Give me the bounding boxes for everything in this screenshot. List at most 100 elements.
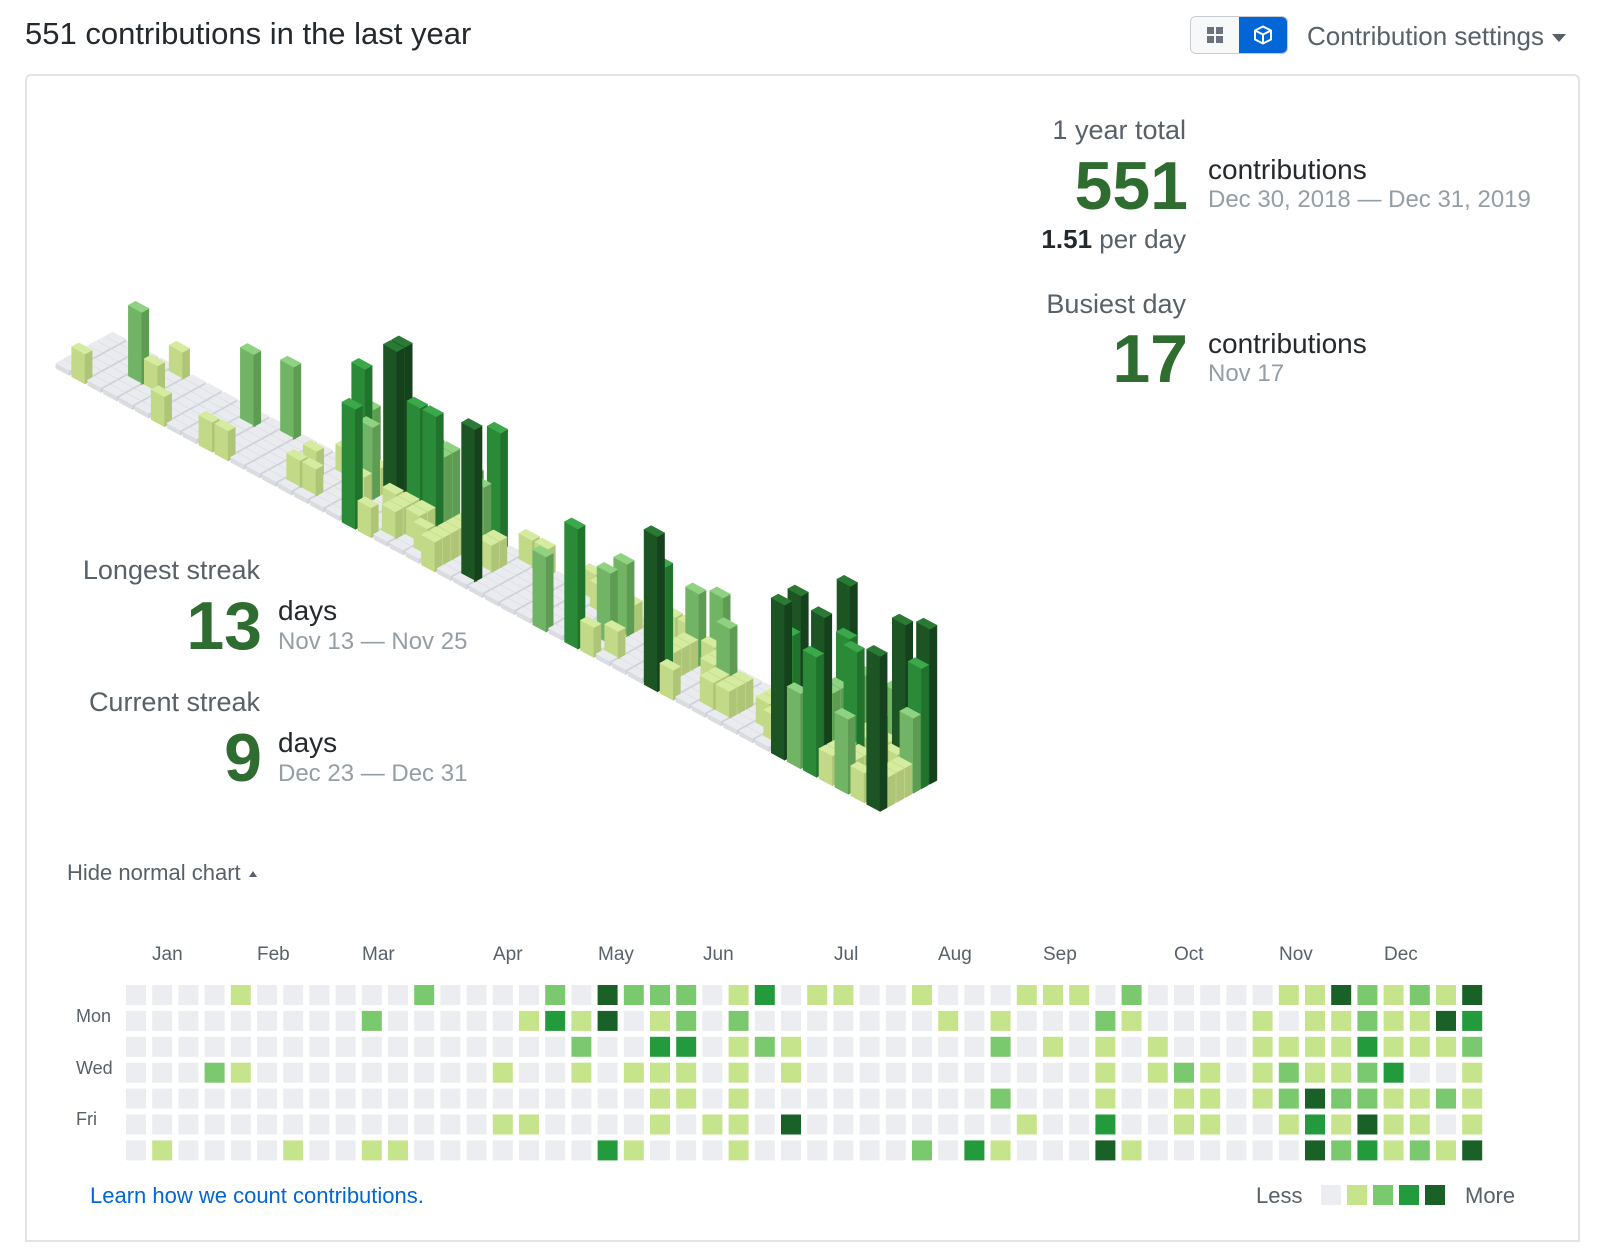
day-cell[interactable] xyxy=(1252,1062,1273,1083)
day-cell[interactable] xyxy=(152,1036,173,1057)
day-cell[interactable] xyxy=(519,985,539,1005)
day-cell[interactable] xyxy=(335,1140,356,1161)
day-cell[interactable] xyxy=(178,1088,199,1109)
day-cell[interactable] xyxy=(126,1114,146,1135)
day-cell[interactable] xyxy=(492,1114,513,1135)
day-cell[interactable] xyxy=(1409,1036,1430,1057)
day-cell[interactable] xyxy=(702,985,723,1005)
day-cell[interactable] xyxy=(519,1036,539,1057)
day-cell[interactable] xyxy=(650,1010,670,1031)
day-cell[interactable] xyxy=(833,985,854,1005)
day-cell[interactable] xyxy=(1305,1140,1325,1161)
day-cell[interactable] xyxy=(1174,1140,1194,1161)
day-cell[interactable] xyxy=(388,1088,408,1109)
day-cell[interactable] xyxy=(1357,1114,1378,1135)
day-cell[interactable] xyxy=(178,1036,199,1057)
day-cell[interactable] xyxy=(1016,1114,1037,1135)
day-cell[interactable] xyxy=(519,1114,539,1135)
day-cell[interactable] xyxy=(702,1140,723,1161)
day-cell[interactable] xyxy=(1462,1010,1483,1031)
day-cell[interactable] xyxy=(1226,985,1247,1005)
day-cell[interactable] xyxy=(623,1088,644,1109)
day-cell[interactable] xyxy=(1383,1140,1404,1161)
day-cell[interactable] xyxy=(1462,1036,1483,1057)
day-cell[interactable] xyxy=(545,1088,566,1109)
day-cell[interactable] xyxy=(990,1114,1011,1135)
day-cell[interactable] xyxy=(1069,1114,1090,1135)
day-cell[interactable] xyxy=(309,1114,330,1135)
day-cell[interactable] xyxy=(623,1010,644,1031)
day-cell[interactable] xyxy=(335,1010,356,1031)
day-cell[interactable] xyxy=(912,1140,932,1161)
day-cell[interactable] xyxy=(519,1010,539,1031)
day-cell[interactable] xyxy=(1069,1036,1090,1057)
day-cell[interactable] xyxy=(335,1114,356,1135)
day-cell[interactable] xyxy=(204,1088,225,1109)
day-cell[interactable] xyxy=(1174,1062,1194,1083)
day-cell[interactable] xyxy=(309,1010,330,1031)
day-cell[interactable] xyxy=(492,1088,513,1109)
day-cell[interactable] xyxy=(728,1088,749,1109)
day-cell[interactable] xyxy=(571,1036,592,1057)
day-cell[interactable] xyxy=(126,1140,146,1161)
day-cell[interactable] xyxy=(257,1010,277,1031)
day-cell[interactable] xyxy=(545,1010,566,1031)
day-cell[interactable] xyxy=(938,1114,959,1135)
day-cell[interactable] xyxy=(1016,1062,1037,1083)
day-cell[interactable] xyxy=(257,1062,277,1083)
day-cell[interactable] xyxy=(545,1114,566,1135)
day-cell[interactable] xyxy=(676,1114,697,1135)
day-cell[interactable] xyxy=(178,985,199,1005)
day-cell[interactable] xyxy=(1121,1114,1142,1135)
day-cell[interactable] xyxy=(257,1088,277,1109)
day-cell[interactable] xyxy=(938,1140,959,1161)
day-cell[interactable] xyxy=(1174,1036,1194,1057)
day-cell[interactable] xyxy=(204,1062,225,1083)
day-cell[interactable] xyxy=(1016,1088,1037,1109)
day-cell[interactable] xyxy=(283,1114,304,1135)
day-cell[interactable] xyxy=(257,985,277,1005)
day-cell[interactable] xyxy=(440,1114,461,1135)
day-cell[interactable] xyxy=(361,1010,382,1031)
day-cell[interactable] xyxy=(230,1036,251,1057)
day-cell[interactable] xyxy=(833,1140,854,1161)
day-cell[interactable] xyxy=(335,1036,356,1057)
day-cell[interactable] xyxy=(1331,1010,1352,1031)
day-cell[interactable] xyxy=(1278,1088,1299,1109)
day-cell[interactable] xyxy=(361,1140,382,1161)
day-cell[interactable] xyxy=(1278,1036,1299,1057)
day-cell[interactable] xyxy=(1331,1114,1352,1135)
day-cell[interactable] xyxy=(990,1010,1011,1031)
day-cell[interactable] xyxy=(230,1140,251,1161)
day-cell[interactable] xyxy=(388,1140,408,1161)
day-cell[interactable] xyxy=(335,1062,356,1083)
day-cell[interactable] xyxy=(781,1036,801,1057)
day-cell[interactable] xyxy=(152,1088,173,1109)
day-cell[interactable] xyxy=(1331,1062,1352,1083)
day-cell[interactable] xyxy=(1095,1010,1116,1031)
day-cell[interactable] xyxy=(1409,985,1430,1005)
day-cell[interactable] xyxy=(833,1010,854,1031)
day-cell[interactable] xyxy=(466,985,487,1005)
day-cell[interactable] xyxy=(1226,1010,1247,1031)
day-cell[interactable] xyxy=(676,985,697,1005)
day-cell[interactable] xyxy=(1305,1114,1325,1135)
day-cell[interactable] xyxy=(1357,1062,1378,1083)
day-cell[interactable] xyxy=(361,1088,382,1109)
day-cell[interactable] xyxy=(1383,985,1404,1005)
day-cell[interactable] xyxy=(152,1062,173,1083)
day-cell[interactable] xyxy=(204,1036,225,1057)
day-cell[interactable] xyxy=(676,1140,697,1161)
day-cell[interactable] xyxy=(1147,1036,1168,1057)
day-cell[interactable] xyxy=(1200,1062,1221,1083)
day-cell[interactable] xyxy=(388,1114,408,1135)
day-cell[interactable] xyxy=(1200,1140,1221,1161)
day-cell[interactable] xyxy=(440,1062,461,1083)
day-cell[interactable] xyxy=(1252,1036,1273,1057)
day-cell[interactable] xyxy=(623,1114,644,1135)
day-cell[interactable] xyxy=(257,1140,277,1161)
day-cell[interactable] xyxy=(807,1114,828,1135)
learn-how-we-count-link[interactable]: Learn how we count contributions. xyxy=(90,1183,424,1208)
day-cell[interactable] xyxy=(938,1036,959,1057)
day-cell[interactable] xyxy=(1305,1010,1325,1031)
